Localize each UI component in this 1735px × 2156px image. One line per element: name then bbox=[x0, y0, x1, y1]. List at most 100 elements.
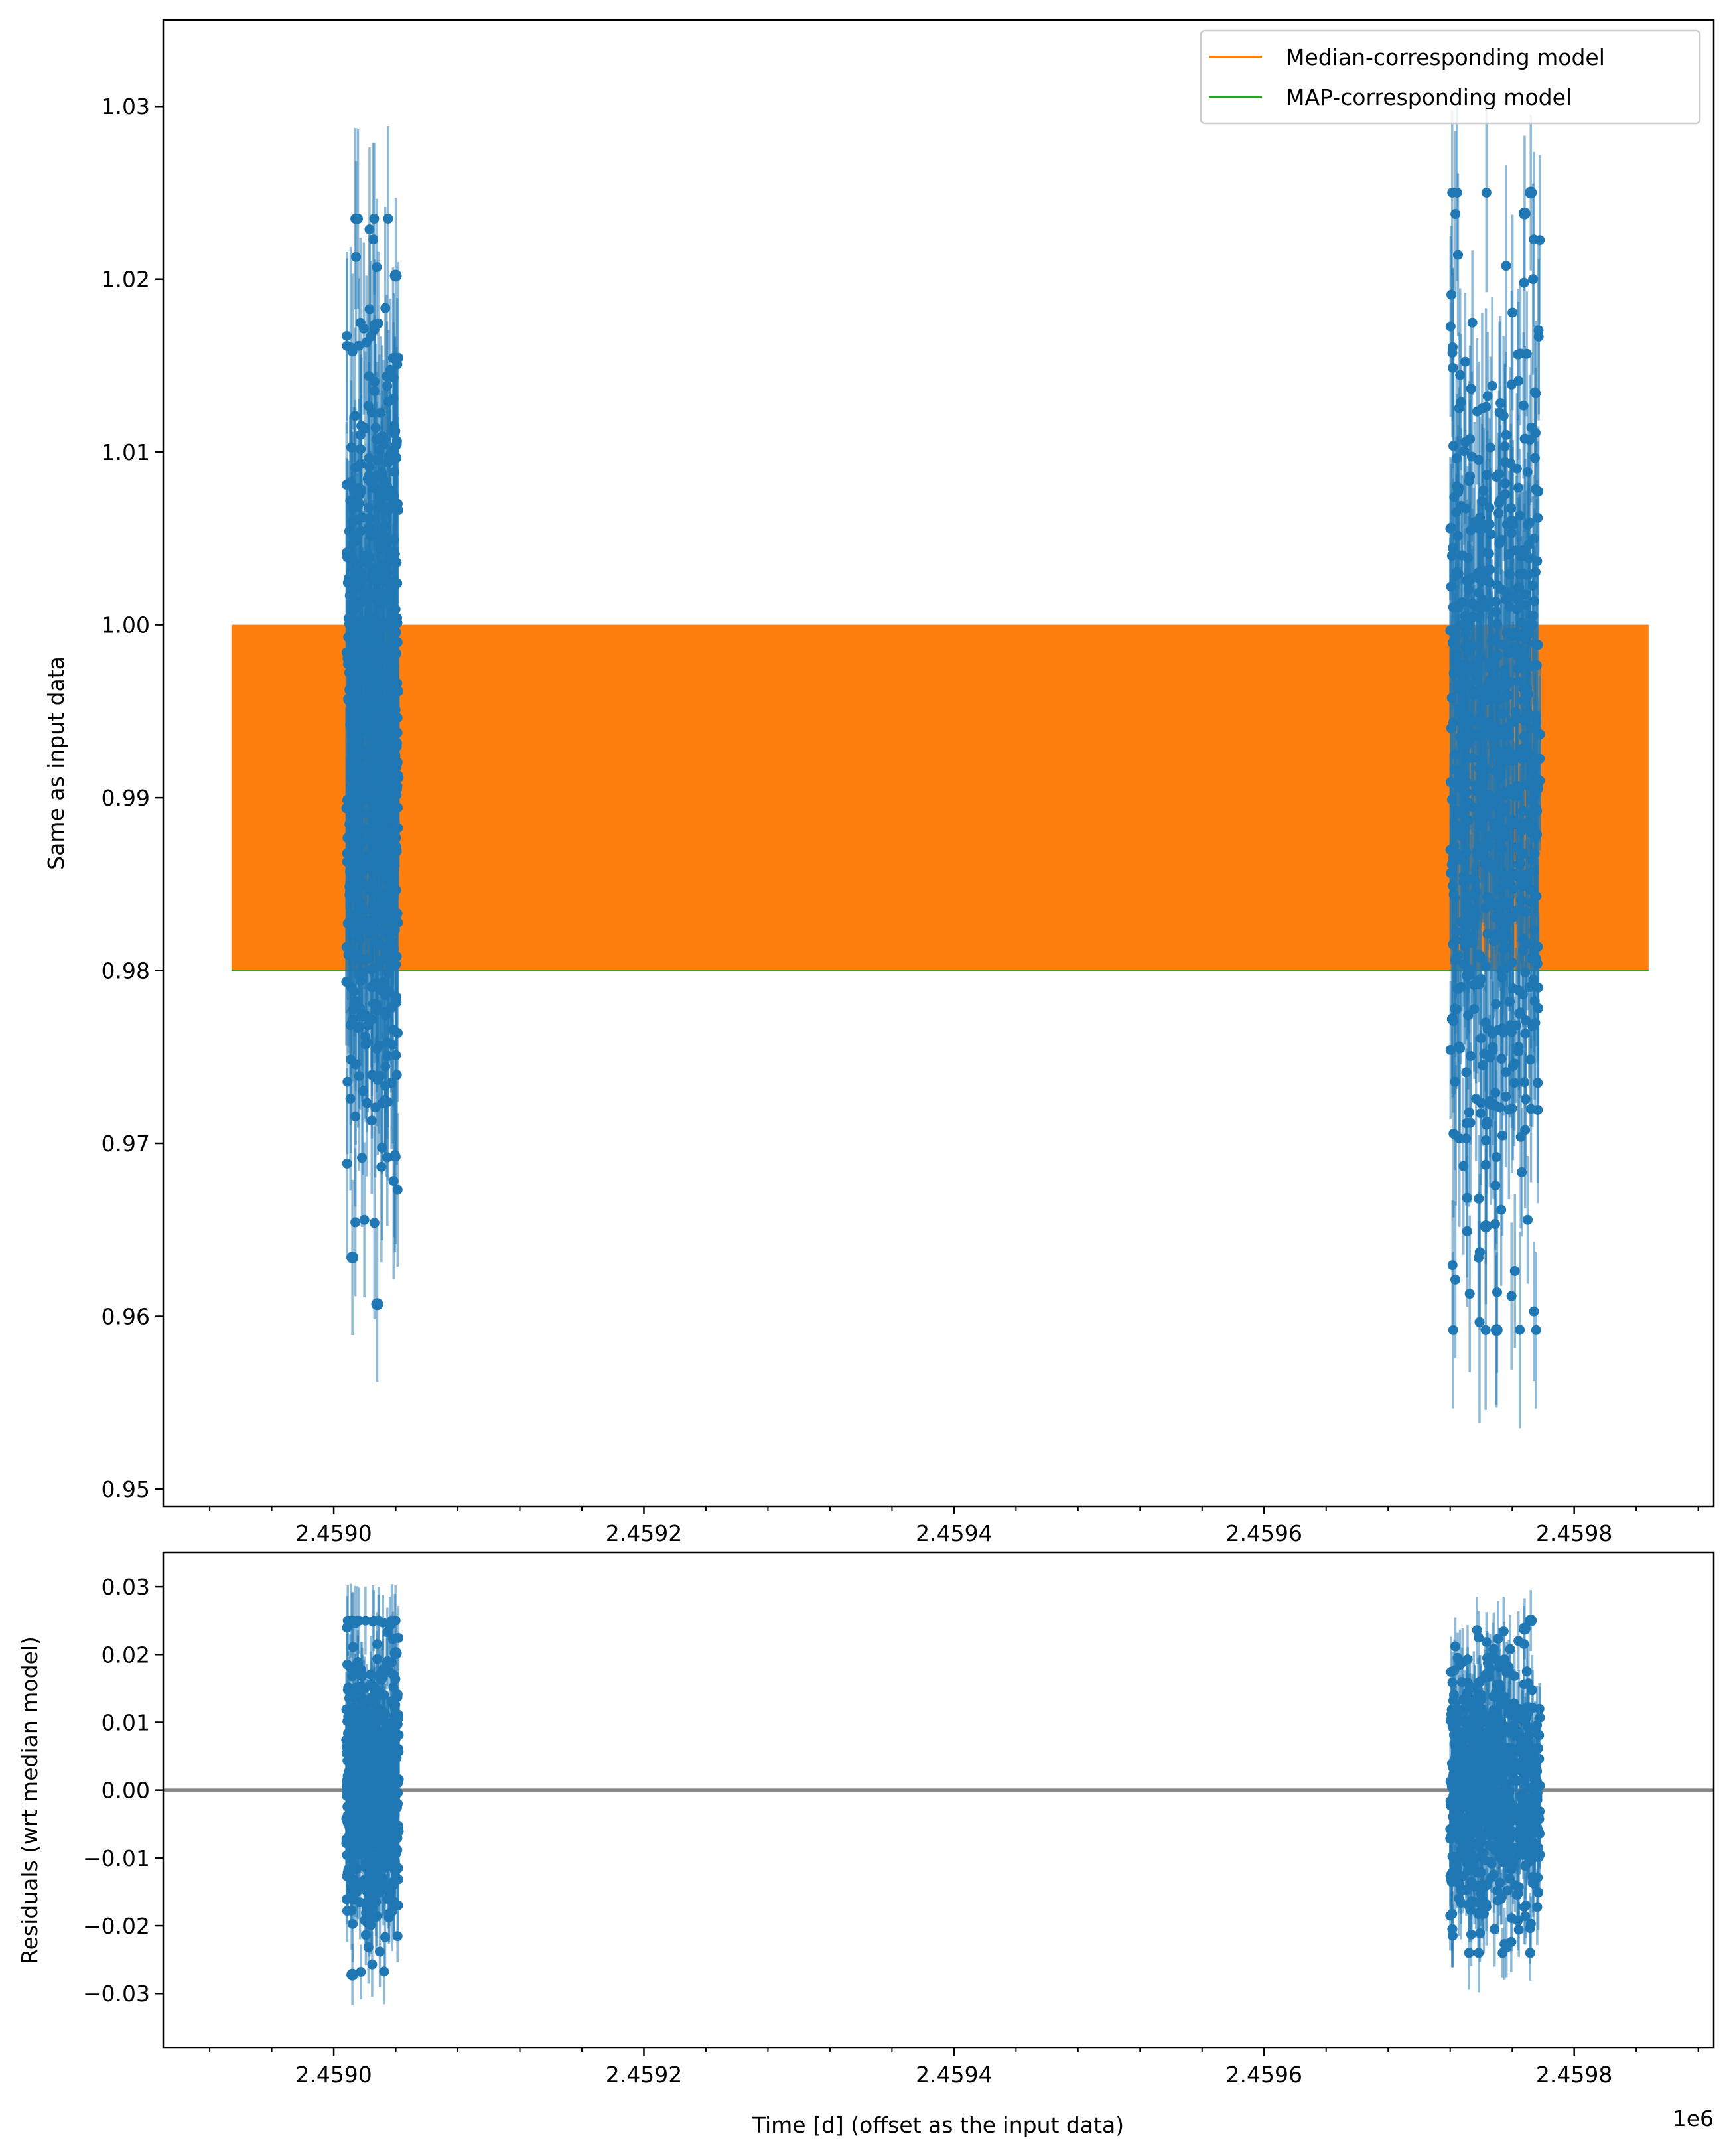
data-point bbox=[350, 759, 361, 770]
data-point bbox=[342, 330, 352, 341]
data-point bbox=[1456, 916, 1467, 927]
data-point bbox=[1497, 755, 1507, 765]
data-point bbox=[1478, 806, 1489, 817]
data-point bbox=[370, 376, 380, 387]
data-point bbox=[369, 386, 380, 396]
data-point bbox=[373, 753, 383, 763]
data-point bbox=[1448, 889, 1459, 900]
data-point bbox=[386, 686, 397, 697]
data-point bbox=[1484, 662, 1495, 673]
data-point bbox=[344, 1693, 354, 1703]
data-point bbox=[1460, 786, 1470, 796]
data-point bbox=[1523, 520, 1533, 530]
data-point bbox=[1488, 1098, 1499, 1109]
data-point bbox=[349, 605, 360, 615]
data-point bbox=[1495, 494, 1506, 505]
data-point bbox=[358, 1798, 368, 1809]
data-point bbox=[358, 574, 369, 585]
data-point bbox=[1500, 802, 1511, 813]
data-point bbox=[1468, 690, 1479, 701]
data-point bbox=[1458, 1161, 1469, 1171]
data-point bbox=[1533, 783, 1543, 794]
data-point bbox=[369, 563, 380, 573]
data-point bbox=[1524, 749, 1535, 759]
data-point bbox=[1446, 581, 1456, 592]
data-point bbox=[1528, 975, 1539, 985]
data-point bbox=[1464, 711, 1474, 722]
data-point bbox=[1520, 967, 1531, 977]
data-point bbox=[380, 521, 390, 532]
data-point bbox=[1456, 397, 1466, 407]
bottom-panel: −0.03−0.02−0.010.000.010.020.032.4590 2.4… bbox=[17, 1551, 1715, 2138]
data-point bbox=[355, 1897, 366, 1908]
data-point bbox=[365, 1850, 376, 1861]
data-point bbox=[1490, 1324, 1503, 1336]
data-point bbox=[379, 1773, 389, 1784]
data-point bbox=[1457, 550, 1468, 561]
data-point bbox=[1482, 520, 1492, 530]
data-point bbox=[1513, 676, 1523, 687]
data-point bbox=[1450, 954, 1461, 965]
data-point bbox=[1528, 611, 1539, 621]
data-point bbox=[369, 214, 380, 224]
data-point bbox=[376, 707, 386, 717]
data-point bbox=[366, 1014, 377, 1025]
data-point bbox=[393, 1788, 403, 1798]
data-point bbox=[372, 1876, 383, 1887]
data-point bbox=[367, 982, 378, 993]
data-point bbox=[378, 1672, 388, 1683]
data-point bbox=[1446, 693, 1457, 703]
data-point bbox=[372, 570, 382, 581]
data-point bbox=[1520, 1028, 1531, 1039]
data-point bbox=[388, 1879, 399, 1890]
data-point bbox=[357, 1153, 368, 1163]
data-point bbox=[393, 1863, 403, 1873]
data-point bbox=[1448, 441, 1459, 451]
data-point bbox=[1451, 453, 1462, 463]
data-point bbox=[1531, 1325, 1541, 1335]
data-point bbox=[392, 612, 403, 623]
data-point bbox=[1497, 972, 1507, 983]
data-point bbox=[1480, 961, 1491, 971]
data-point bbox=[1508, 983, 1519, 994]
data-point bbox=[1531, 710, 1541, 721]
data-point bbox=[353, 819, 364, 829]
data-point bbox=[1446, 1014, 1457, 1025]
data-point bbox=[1449, 841, 1460, 851]
data-point bbox=[1450, 1003, 1460, 1014]
data-point bbox=[1527, 898, 1537, 908]
data-point bbox=[1509, 1265, 1520, 1276]
data-point bbox=[367, 850, 378, 861]
data-point bbox=[342, 1716, 353, 1727]
data-point bbox=[347, 749, 358, 760]
data-point bbox=[363, 1753, 374, 1764]
data-point bbox=[1492, 795, 1502, 806]
data-point bbox=[1448, 881, 1458, 891]
data-point bbox=[392, 713, 403, 723]
data-point bbox=[1476, 973, 1486, 984]
data-point bbox=[1533, 640, 1543, 650]
data-point bbox=[385, 861, 395, 871]
data-point bbox=[391, 439, 402, 449]
data-point bbox=[1458, 959, 1469, 970]
data-point bbox=[368, 234, 379, 245]
data-point bbox=[1491, 471, 1501, 482]
data-point bbox=[1467, 317, 1478, 328]
x-tick-label: 2.4590 bbox=[295, 1520, 372, 1546]
data-point bbox=[1496, 965, 1507, 975]
data-point bbox=[371, 1002, 382, 1013]
data-point bbox=[1456, 620, 1466, 630]
data-point bbox=[384, 986, 395, 997]
data-point bbox=[388, 372, 399, 383]
y-tick-label: 1.03 bbox=[102, 94, 150, 119]
data-point bbox=[1488, 1042, 1498, 1052]
data-point bbox=[358, 1011, 368, 1022]
data-point bbox=[1473, 1252, 1484, 1263]
data-point bbox=[387, 759, 398, 770]
data-point bbox=[1477, 594, 1488, 605]
data-point bbox=[1522, 467, 1533, 477]
top-panel: 0.95 0.96 0.97 0.98 0.99 1.00 1.01 1.02 1.03 2.45… bbox=[43, 19, 1715, 1546]
data-point bbox=[1485, 564, 1495, 575]
data-point bbox=[392, 1845, 403, 1855]
data-point bbox=[1480, 1017, 1491, 1028]
